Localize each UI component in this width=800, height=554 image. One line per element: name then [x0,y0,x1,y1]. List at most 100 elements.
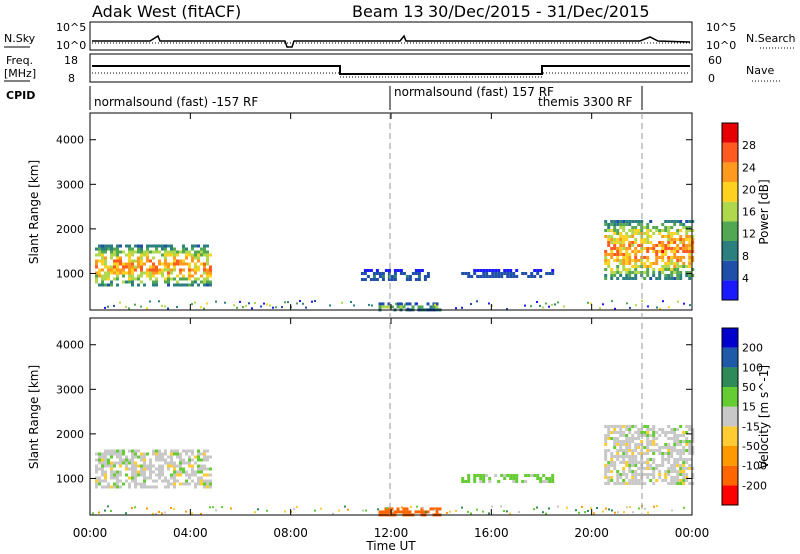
velocity-echo-cell [685,440,689,443]
velocity-echo-cell [682,452,686,455]
power-echo-cell [500,272,504,275]
velocity-echo-cell [524,474,528,477]
velocity-echo-cell [646,458,650,461]
power-echo-cell [197,268,200,272]
velocity-echo-cell [616,440,620,443]
power-echo-cell [206,271,209,275]
velocity-echo-cell [155,449,158,453]
velocity-echo-cell [661,446,665,449]
power-echo-cell [116,244,119,248]
velocity-echo-cell [658,428,662,431]
power-echo-cell [167,265,170,269]
power-echo-cell [188,274,191,278]
velocity-echo-cell [167,479,170,483]
velocity-echo-cell [551,477,555,480]
velocity-echo-cell [503,474,507,477]
power-clutter-cell [200,306,202,309]
power-echo-cell [479,269,483,272]
power-echo-cell [146,250,149,254]
power-echo-cell [691,241,695,244]
power-echo-cell [167,244,170,248]
power-echo-cell [125,244,128,248]
power-echo-cell [533,269,537,272]
power-clutter-cell [587,301,589,304]
velocity-echo-cell [467,480,471,483]
velocity-echo-cell [634,425,638,428]
velocity-echo-cell [607,476,611,479]
velocity-echo-cell [98,452,101,456]
velocity-echo-cell [131,473,134,477]
power-echo-cell [179,277,182,281]
velocity-echo-cell [613,443,617,446]
power-echo-cell [399,305,403,309]
power-echo-cell [101,253,104,257]
power-echo-cell [613,271,617,274]
velocity-echo-cell [119,449,122,453]
velocity-echo-cell [161,455,164,459]
velocity-echo-cell [101,485,104,489]
power-echo-cell [417,269,421,272]
radar-title: Adak West (fitACF) [92,2,241,21]
velocity-clutter-cell [509,512,511,515]
velocity-echo-cell [101,479,104,483]
velocity-echo-cell [170,473,173,477]
power-echo-cell [673,220,677,223]
velocity-echo-cell [128,449,131,453]
velocity-echo-cell [173,470,176,474]
velocity-clutter-cell [131,507,133,509]
power-echo-cell [417,278,421,281]
power-echo-cell [661,250,665,253]
power-echo-cell [679,271,683,274]
power-clutter-cell [191,303,193,306]
velocity-frame [89,317,693,516]
velocity-echo-cell [158,452,161,456]
power-echo-cell [682,262,686,265]
velocity-echo-cell [131,476,134,480]
power-echo-cell [631,244,635,247]
velocity-echo-cell [691,434,695,437]
velocity-echo-cell [643,482,647,485]
velocity-echo-cell [622,431,626,434]
velocity-echo-cell [116,473,119,477]
velocity-echo-cell [143,473,146,477]
power-echo-cell [209,283,212,287]
velocity-echo-cell [652,476,656,479]
power-echo-cell [203,280,206,284]
power-echo-cell [122,271,125,275]
velocity-echo-cell [122,458,125,462]
velocity-clutter-cell [575,509,577,512]
freq-frame [89,53,693,83]
power-echo-cell [619,220,623,223]
power-echo-cell [203,265,206,269]
velocity-echo-cell [610,455,614,458]
power-echo-cell [631,235,635,238]
power-echo-cell [619,253,623,256]
power-echo-cell [649,229,653,232]
power-echo-cell [664,244,668,247]
velocity-echo-cell [673,431,677,434]
power-echo-cell [667,226,671,229]
power-echo-cell [119,250,122,254]
power-echo-cell [655,259,659,262]
velocity-echo-cell [679,449,683,452]
power-echo-cell [691,274,695,277]
velocity-echo-cell [637,446,641,449]
velocity-echo-cell [149,464,152,468]
power-echo-cell [161,271,164,275]
power-echo-cell [691,244,695,247]
velocity-echo-cell [673,461,677,464]
power-echo-cell [143,262,146,266]
power-colorbar-frame [721,122,739,301]
power-echo-cell [176,250,179,254]
power-echo-cell [649,220,653,223]
velocity-echo-cell [676,434,680,437]
power-echo-cell [473,269,477,272]
power-echo-cell [185,253,188,257]
power-echo-cell [137,283,140,287]
power-clutter-cell [629,306,631,309]
power-echo-cell [137,247,140,251]
power-echo-cell [152,244,155,248]
velocity-echo-cell [197,482,200,486]
power-echo-cell [149,271,152,275]
nave-tick-bottom: 0 [708,72,715,85]
